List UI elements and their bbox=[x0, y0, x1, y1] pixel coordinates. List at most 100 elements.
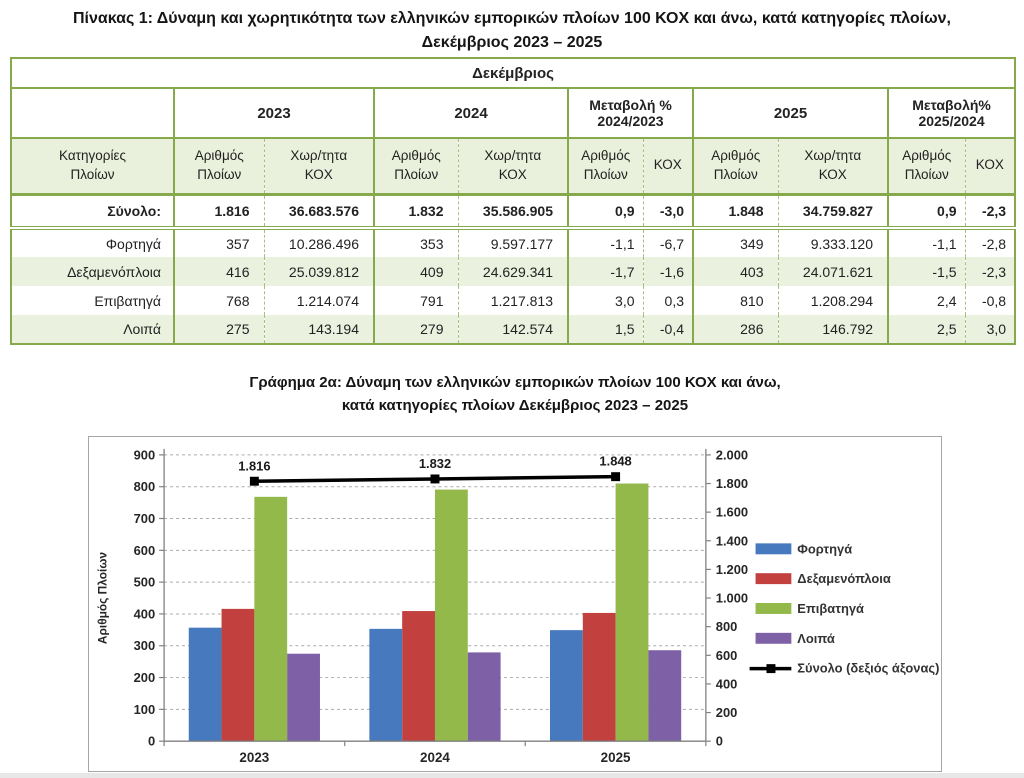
table-cell: -3,0 bbox=[642, 194, 693, 230]
table-cell: 1.208.294 bbox=[777, 286, 888, 315]
table-cell: 275 bbox=[173, 315, 264, 344]
ships-table-body: Σύνολο: 1.816 36.683.576 1.832 35.586.905 0,9… bbox=[11, 194, 1016, 344]
table-cell: -1,6 bbox=[642, 257, 693, 286]
chart-canvas: 0 100 200 300 400 500 600 700 800 900 0 200 400 600 80… bbox=[95, 447, 939, 765]
right-tick-label: 2.000 bbox=[716, 447, 748, 462]
month-header: Δεκέμβριος bbox=[11, 58, 1016, 89]
bar-Επιβατηγά-2024 bbox=[434, 489, 468, 742]
row-label: Φορτηγά bbox=[11, 228, 174, 257]
tonnage-header-2024: Χωρ/τητα ΚΟΧ bbox=[457, 138, 568, 196]
bar-Φορτηγά-2023 bbox=[188, 627, 222, 742]
table-cell: 1.848 bbox=[692, 194, 778, 230]
table-cell: 357 bbox=[173, 228, 264, 257]
table-cell: 25.039.812 bbox=[263, 257, 374, 286]
legend-swatch-Επιβατηγά bbox=[755, 603, 792, 614]
table-cell: 9.333.120 bbox=[777, 228, 888, 257]
table-row: Επιβατηγά 768 1.214.074 791 1.217.813 3,0 0,3 8… bbox=[11, 286, 1016, 315]
table-cell: 1.816 bbox=[173, 194, 264, 230]
chart-title: Γράφημα 2α: Δύναμη των ελληνικών εμπορικ… bbox=[88, 371, 942, 418]
kox-header-chg1: ΚΟΧ bbox=[642, 138, 693, 196]
tonnage-header-2023: Χωρ/τητα ΚΟΧ bbox=[263, 138, 374, 196]
line-data-label: 1.848 bbox=[599, 454, 631, 469]
table-cell: -0,4 bbox=[642, 315, 693, 344]
legend-label: Δεξαμενόπλοια bbox=[797, 571, 891, 586]
table-title-line2: Δεκέμβριος 2023 – 2025 bbox=[421, 34, 603, 51]
left-tick-label: 100 bbox=[134, 702, 156, 717]
left-tick-label: 400 bbox=[134, 606, 156, 621]
table-cell: 0,3 bbox=[642, 286, 693, 315]
left-tick-label: 700 bbox=[134, 511, 156, 526]
table-cell: 34.759.827 bbox=[777, 194, 888, 230]
table-cell: 810 bbox=[692, 286, 778, 315]
bar-Επιβατηγά-2025 bbox=[615, 483, 649, 742]
table-cell: 1,5 bbox=[567, 315, 643, 344]
bar-Φορτηγά-2025 bbox=[549, 630, 583, 742]
right-tick-label: 600 bbox=[716, 648, 738, 663]
table-cell: 36.683.576 bbox=[263, 194, 374, 230]
month-header-row: Δεκέμβριος bbox=[11, 58, 1016, 89]
table-cell: 409 bbox=[373, 257, 458, 286]
tonnage-header-2025: Χωρ/τητα ΚΟΧ bbox=[777, 138, 888, 196]
ships-chart: 0 100 200 300 400 500 600 700 800 900 0 200 400 600 80… bbox=[88, 436, 942, 772]
legend-label-total: Σύνολο (δεξιός άξονας) bbox=[797, 661, 939, 676]
bar-Δεξαμενόπλοια-2025 bbox=[582, 612, 616, 742]
table-cell: 10.286.496 bbox=[263, 228, 374, 257]
legend-label: Φορτηγά bbox=[797, 541, 852, 556]
x-category-label: 2024 bbox=[420, 750, 450, 765]
left-tick-label: 900 bbox=[134, 447, 156, 462]
left-tick-label: 500 bbox=[134, 575, 156, 590]
bar-Λοιπά-2023 bbox=[287, 653, 320, 742]
x-category-label: 2023 bbox=[239, 750, 269, 765]
legend-swatch-Λοιπά bbox=[755, 632, 792, 644]
table-cell: 791 bbox=[373, 286, 458, 315]
table-cell: 349 bbox=[692, 228, 778, 257]
line-marker bbox=[430, 474, 440, 484]
table-cell: -1,1 bbox=[567, 228, 643, 257]
table-cell: 143.194 bbox=[263, 315, 374, 344]
table-cell: -0,8 bbox=[964, 286, 1016, 315]
table-cell: 9.597.177 bbox=[457, 228, 568, 257]
page-bottom-strip bbox=[0, 773, 1024, 778]
table-cell: 416 bbox=[173, 257, 264, 286]
line-marker bbox=[249, 476, 259, 486]
table-cell: 0,9 bbox=[567, 194, 643, 230]
row-label: Σύνολο: bbox=[11, 194, 174, 230]
num-ships-header-chg2: Αριθμός Πλοίων bbox=[887, 138, 965, 196]
left-tick-label: 0 bbox=[148, 734, 155, 749]
legend-label: Επιβατηγά bbox=[797, 601, 864, 616]
num-ships-header-2024: Αριθμός Πλοίων bbox=[373, 138, 458, 196]
table-cell: 2,5 bbox=[887, 315, 965, 344]
right-tick-label: 800 bbox=[716, 619, 738, 634]
chart-title-line2: κατά κατηγορίες πλοίων Δεκέμβριος 2023 –… bbox=[341, 397, 689, 415]
table-cell: 24.071.621 bbox=[777, 257, 888, 286]
table-cell: 2,4 bbox=[887, 286, 965, 315]
table-cell: 3,0 bbox=[964, 315, 1016, 344]
y-axis-title: Αριθμός Πλοίων bbox=[95, 552, 109, 644]
table-cell: 768 bbox=[173, 286, 264, 315]
change-2024-2023-header: Μεταβολή % 2024/2023 bbox=[567, 88, 693, 139]
line-marker bbox=[611, 472, 621, 482]
right-tick-label: 1.800 bbox=[716, 476, 748, 491]
table-cell: 142.574 bbox=[457, 315, 568, 344]
kox-header-chg2: ΚΟΧ bbox=[964, 138, 1016, 196]
table-cell: -2,3 bbox=[964, 257, 1016, 286]
table-cell: -6,7 bbox=[642, 228, 693, 257]
num-ships-header-2025: Αριθμός Πλοίων bbox=[692, 138, 778, 196]
row-label: Λοιπά bbox=[11, 315, 174, 344]
table-cell: 0,9 bbox=[887, 194, 965, 230]
bar-Λοιπά-2024 bbox=[467, 652, 501, 742]
right-tick-label: 1.200 bbox=[716, 562, 748, 577]
table-title-line1: Πίνακας 1: Δύναμη και χωρητικότητα των ε… bbox=[73, 10, 951, 27]
right-tick-label: 1.400 bbox=[716, 533, 748, 548]
table-cell: 24.629.341 bbox=[457, 257, 568, 286]
left-tick-label: 300 bbox=[134, 638, 156, 653]
bar-Φορτηγά-2024 bbox=[369, 628, 403, 742]
table-cell: 35.586.905 bbox=[457, 194, 568, 230]
line-data-label: 1.832 bbox=[419, 456, 451, 471]
year-2025-header: 2025 bbox=[692, 88, 888, 139]
total-row: Σύνολο: 1.816 36.683.576 1.832 35.586.905 0,9… bbox=[11, 194, 1016, 230]
table-cell: 353 bbox=[373, 228, 458, 257]
legend-line-marker bbox=[766, 664, 776, 674]
num-ships-header-2023: Αριθμός Πλοίων bbox=[173, 138, 264, 196]
right-tick-label: 200 bbox=[716, 705, 738, 720]
